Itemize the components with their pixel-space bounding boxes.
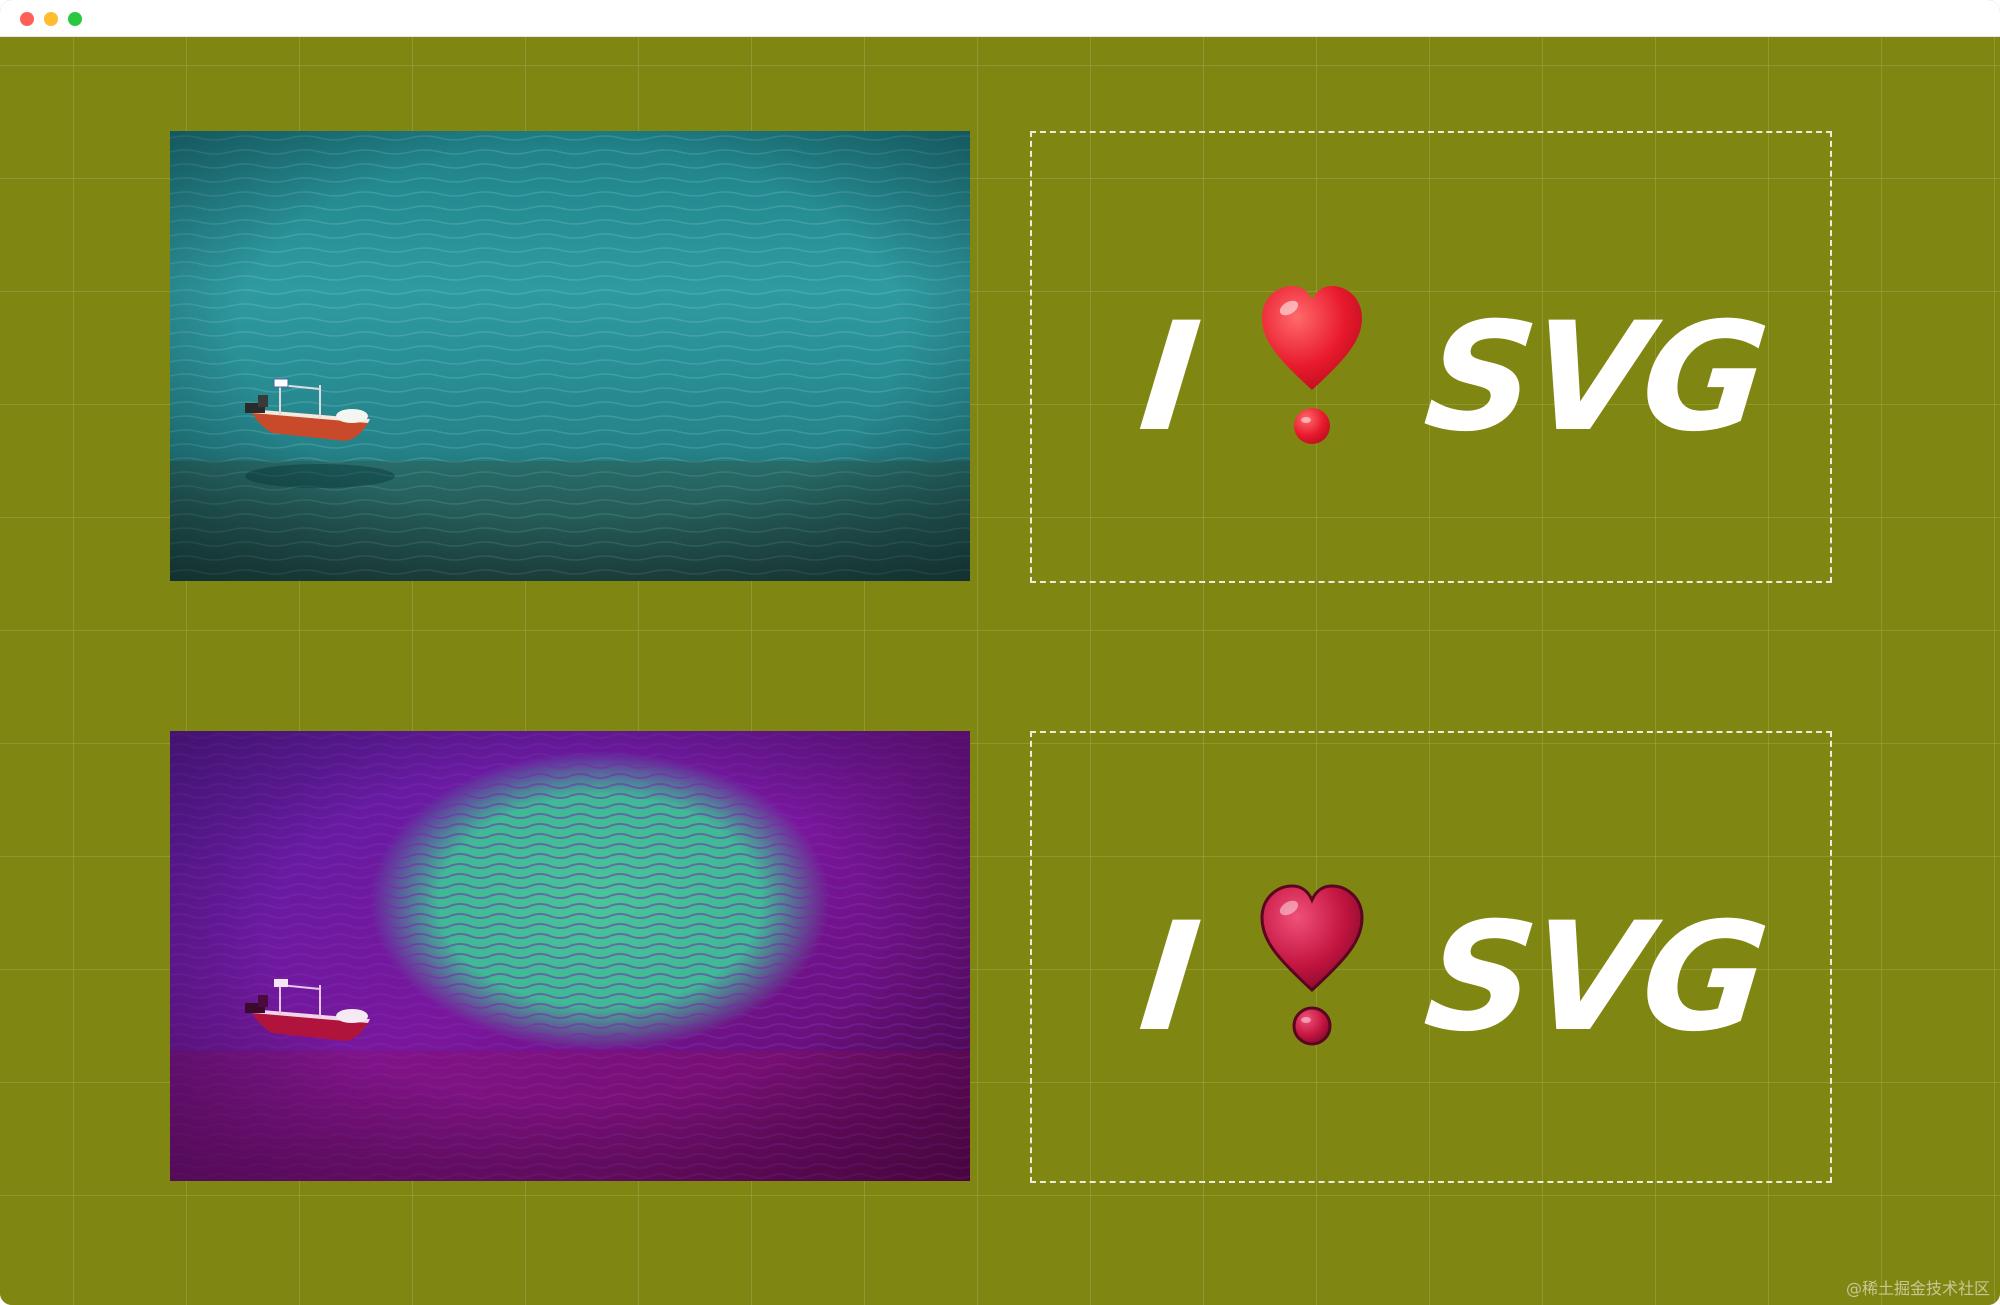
grid-canvas: I SVG xyxy=(0,37,2000,1305)
heavy-heart-exclamation-icon xyxy=(1262,286,1362,444)
heavy-heart-exclamation-icon xyxy=(1260,884,1364,1046)
logo-word-left: I xyxy=(1132,291,1203,465)
boat-photo-filtered-image xyxy=(170,731,970,1181)
i-love-svg-logo: I SVG xyxy=(1032,733,1830,1181)
minimize-window-button[interactable] xyxy=(44,12,58,26)
logo-panel-filtered: I SVG xyxy=(1030,731,1832,1183)
close-window-button[interactable] xyxy=(20,12,34,26)
logo-word-right: SVG xyxy=(1417,891,1772,1065)
boat-photo-original-image xyxy=(170,131,970,581)
boat-photo-original xyxy=(170,131,970,581)
window-titlebar xyxy=(0,0,2000,37)
boat-icon xyxy=(245,378,370,441)
boat-icon xyxy=(245,979,370,1041)
watermark: @稀土掘金技术社区 xyxy=(1845,1279,1990,1298)
i-love-svg-logo: I SVG xyxy=(1032,133,1830,581)
zoom-window-button[interactable] xyxy=(68,12,82,26)
boat-photo-filtered xyxy=(170,731,970,1181)
logo-word-right: SVG xyxy=(1417,291,1772,465)
logo-panel-original: I SVG xyxy=(1030,131,1832,583)
logo-word-left: I xyxy=(1132,891,1203,1065)
